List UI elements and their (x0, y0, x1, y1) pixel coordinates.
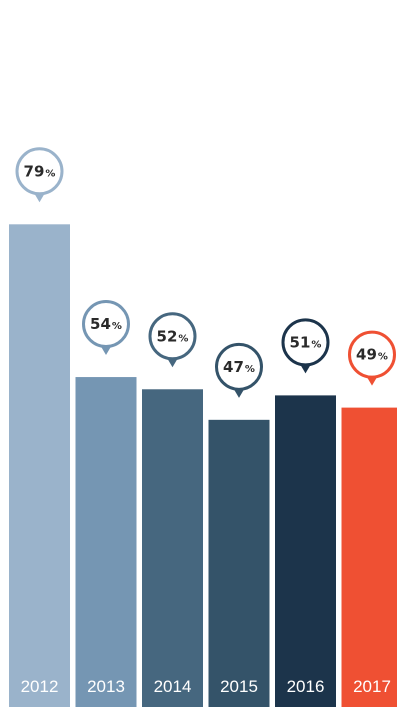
year-label-2013: 2013 (87, 677, 125, 696)
year-label-2016: 2016 (287, 677, 325, 696)
bar-2017 (341, 407, 397, 707)
bar-2016 (275, 395, 336, 707)
marker-circle (215, 342, 263, 391)
data-label-2013: 54% (90, 315, 122, 333)
value-marker-2017: 49% (348, 330, 396, 386)
marker-circle (281, 318, 330, 367)
year-label-2015: 2015 (220, 677, 258, 696)
value-marker-2016: 51% (281, 318, 330, 374)
data-label-2015: 47% (223, 358, 255, 376)
value-marker-2015: 47% (215, 342, 263, 398)
year-label-2017: 2017 (353, 677, 391, 696)
data-label-2017: 49% (356, 346, 388, 364)
marker-circle (348, 330, 396, 379)
data-label-2014: 52% (157, 327, 189, 345)
value-marker-2012: 79% (15, 147, 64, 203)
bar-2014 (142, 389, 203, 707)
marker-circle (148, 312, 197, 361)
data-label-2016: 51% (290, 333, 322, 351)
bar-2015 (208, 419, 270, 707)
value-marker-2013: 54% (82, 300, 130, 356)
bar-2013 (75, 377, 137, 707)
marker-circle (15, 147, 64, 196)
marker-circle (82, 300, 130, 349)
year-label-2014: 2014 (154, 677, 192, 696)
value-marker-2014: 52% (148, 312, 197, 368)
year-label-2012: 2012 (21, 677, 59, 696)
data-label-2012: 79% (24, 162, 56, 180)
bar-2012 (9, 224, 70, 707)
